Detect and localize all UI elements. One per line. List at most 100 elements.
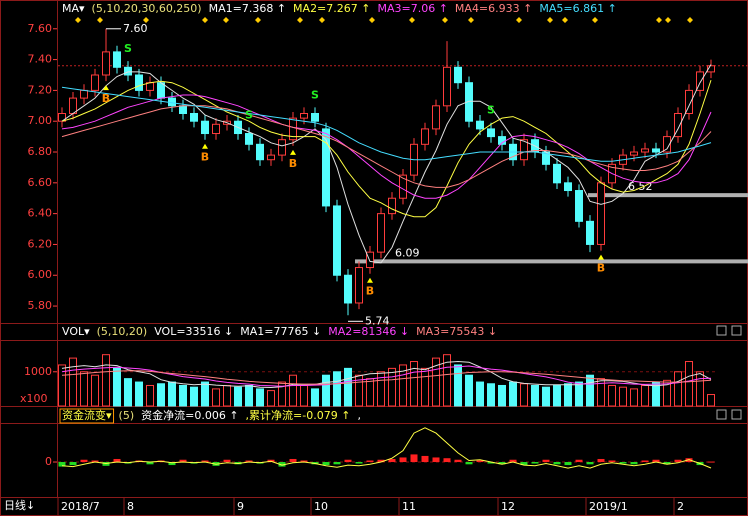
- volume-bar: [696, 371, 704, 407]
- candle-body: [344, 274, 352, 304]
- x-tick-label: 2019/1: [589, 500, 628, 513]
- x-tick-label: 2: [677, 500, 684, 513]
- x-tick-label: 9: [237, 500, 244, 513]
- buy-arrow: [103, 85, 109, 91]
- header-item: MA4=6.933 ↑: [455, 2, 532, 15]
- support-label: 6.09: [395, 246, 420, 259]
- volume-bar: [443, 354, 451, 407]
- x-tick-label: 12: [501, 500, 515, 513]
- volume-bar: [432, 357, 440, 407]
- header-item: 资金净流=0.006 ↑: [141, 408, 238, 422]
- volume-bar: [575, 381, 583, 407]
- volume-bar: [366, 378, 374, 407]
- volume-bar: [421, 367, 429, 407]
- flow-bar: [366, 460, 374, 463]
- candle-body: [674, 113, 682, 138]
- y-tick-label: 1000: [24, 365, 52, 378]
- candle-body: [102, 51, 110, 76]
- volume-bar: [454, 364, 462, 407]
- volume-bar: [619, 386, 627, 407]
- volume-bar: [146, 384, 154, 407]
- candle-body: [553, 163, 561, 184]
- ma-line: [61, 79, 712, 218]
- volume-bar: [564, 383, 572, 407]
- flow-bar: [355, 462, 363, 464]
- volume-bar: [487, 383, 495, 407]
- volume-bar: [630, 388, 638, 407]
- candle-body: [289, 117, 297, 141]
- candle-body: [564, 182, 572, 192]
- flow-bar: [179, 459, 187, 463]
- cumulative-flow-line: [61, 427, 712, 469]
- volume-bar: [69, 357, 77, 407]
- candle-body: [212, 123, 220, 135]
- flow-bar: [278, 462, 286, 467]
- period-label[interactable]: 日线↓: [4, 498, 35, 512]
- candle-body: [685, 89, 693, 115]
- support-band: [588, 193, 748, 198]
- flow-bar: [300, 460, 308, 463]
- volume-bar: [168, 381, 176, 407]
- indicator-selector[interactable]: [59, 408, 115, 424]
- close-button[interactable]: [731, 409, 742, 420]
- buy-signal: B: [289, 157, 297, 170]
- panel-buttons: [716, 325, 742, 420]
- candle-body: [476, 120, 484, 130]
- header-item: (5,10,20): [97, 325, 148, 338]
- volume-bar: [476, 381, 484, 407]
- header-item: ,: [357, 409, 361, 422]
- maximize-button[interactable]: [716, 325, 727, 336]
- y-tick-label: 6.80: [28, 145, 53, 158]
- flow-bar: [432, 457, 440, 463]
- header-item: MA2=81346 ↓: [328, 325, 409, 338]
- flow-bar: [454, 459, 462, 463]
- candle-body: [80, 89, 88, 99]
- volume-bar: [355, 374, 363, 407]
- flow-bar: [91, 460, 99, 463]
- flow-bar: [542, 459, 550, 463]
- candle-body: [586, 220, 594, 245]
- candle-body: [443, 66, 451, 107]
- candle-body: [454, 66, 462, 84]
- flow-bar: [289, 458, 297, 463]
- flow-bar: [498, 462, 506, 465]
- buy-signal: B: [201, 151, 209, 164]
- maximize-button[interactable]: [716, 409, 727, 420]
- flow-bar: [487, 462, 495, 464]
- flow-bar: [421, 455, 429, 463]
- flow-bar: [201, 460, 209, 463]
- y-tick-label: 7.60: [28, 22, 53, 35]
- volume-bar: [179, 384, 187, 407]
- candle-body: [366, 251, 374, 269]
- flow-bar: [322, 462, 330, 466]
- flow-bar: [168, 462, 176, 466]
- sell-signal: S: [487, 104, 495, 117]
- volume-bar: [388, 367, 396, 407]
- candle-body: [641, 148, 649, 153]
- candle-body: [355, 267, 363, 304]
- unit-label: x100: [20, 392, 48, 405]
- candle-body: [465, 82, 473, 122]
- volume-bar: [410, 361, 418, 407]
- y-tick-label: 6.40: [28, 207, 53, 220]
- flow-bar: [553, 462, 561, 465]
- y-tick-label: 5.80: [28, 299, 53, 312]
- volume-bar: [333, 371, 341, 407]
- volume-bar: [256, 388, 264, 407]
- candle-body: [278, 139, 286, 156]
- flow-bar: [388, 458, 396, 463]
- flow-bar: [399, 457, 407, 463]
- candle-body: [696, 71, 704, 91]
- candle-body: [388, 197, 396, 215]
- header-item: VOL=33516 ↓: [154, 325, 233, 338]
- flow-bar: [663, 462, 671, 465]
- flow-bar: [586, 462, 594, 465]
- flow-bar: [531, 462, 539, 464]
- y-tick-label: 6.00: [28, 268, 53, 281]
- flow-bar: [410, 454, 418, 463]
- close-button[interactable]: [731, 325, 742, 336]
- flow-bar: [619, 462, 627, 464]
- volume-bar: [322, 374, 330, 407]
- volume-ma-line: [61, 360, 712, 389]
